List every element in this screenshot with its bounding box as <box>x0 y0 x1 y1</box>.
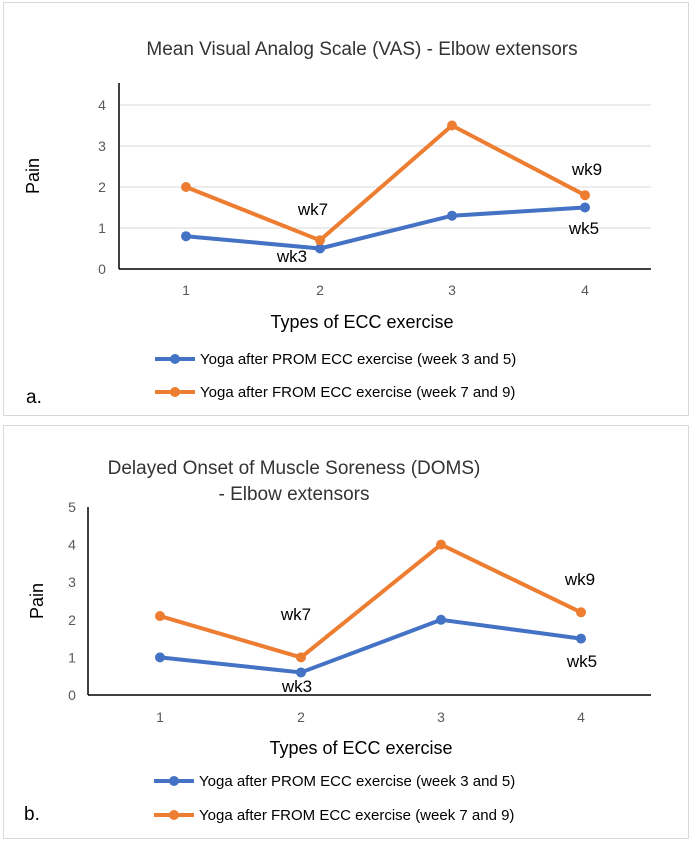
data-point <box>580 190 590 201</box>
legend-marker-prom <box>169 776 179 786</box>
annotation-wk9: wk9 <box>571 160 602 179</box>
x-tick-label: 4 <box>581 282 589 298</box>
gridlines <box>119 104 651 229</box>
legend-label-prom: Yoga after PROM ECC exercise (week 3 and… <box>200 351 516 368</box>
annotation-wk5: wk5 <box>568 219 599 238</box>
legend-label-from: Yoga after FROM ECC exercise (week 7 and… <box>199 807 514 824</box>
y-tick-label: 4 <box>68 537 76 553</box>
legend-label-from: Yoga after FROM ECC exercise (week 7 and… <box>200 384 515 401</box>
y-tick-label: 0 <box>68 687 76 703</box>
chart-panel-a: Mean Visual Analog Scale (VAS) - Elbow e… <box>3 2 689 416</box>
series-line-1 <box>159 542 582 660</box>
y-tick-labels: 0 1 2 3 4 5 <box>68 499 76 703</box>
y-axis-title: Pain <box>23 158 43 194</box>
series-line-0 <box>185 205 586 251</box>
legend: Yoga after PROM ECC exercise (week 3 and… <box>155 351 516 401</box>
annotation-wk3: wk3 <box>276 247 307 266</box>
x-tick-label: 3 <box>448 282 456 298</box>
data-point <box>447 210 457 221</box>
series-group <box>181 120 590 254</box>
annotation-wk7: wk7 <box>297 200 328 219</box>
y-tick-label: 2 <box>68 612 76 628</box>
y-axis-title: Pain <box>27 583 47 619</box>
data-point <box>296 667 306 678</box>
annotation-wk3: wk3 <box>281 677 312 696</box>
chart-title-line-2: - Elbow extensors <box>218 484 369 505</box>
data-point <box>576 633 586 644</box>
data-point <box>296 652 306 663</box>
chart-panel-b: Delayed Onset of Muscle Soreness (DOMS) … <box>3 425 689 839</box>
y-tick-label: 2 <box>98 179 106 195</box>
series-line-1 <box>185 123 586 243</box>
annotation-wk7: wk7 <box>280 605 311 624</box>
x-axis-title: Types of ECC exercise <box>269 738 452 758</box>
data-point <box>181 231 191 242</box>
legend: Yoga after PROM ECC exercise (week 3 and… <box>154 773 515 824</box>
x-tick-label: 3 <box>437 709 445 725</box>
y-tick-label: 0 <box>98 261 106 277</box>
x-tick-label: 2 <box>297 709 305 725</box>
data-point <box>155 652 165 663</box>
annotation-wk9: wk9 <box>564 570 595 589</box>
chart-title: Delayed Onset of Muscle Soreness (DOMS) <box>108 458 481 479</box>
panel-label: b. <box>24 804 40 825</box>
data-point <box>447 120 457 131</box>
legend-marker-prom <box>170 354 180 364</box>
data-point <box>436 539 446 550</box>
x-tick-label: 4 <box>577 709 585 725</box>
x-tick-label: 2 <box>316 282 324 298</box>
data-point <box>580 202 590 213</box>
x-tick-label: 1 <box>182 282 190 298</box>
legend-marker-from <box>169 810 179 820</box>
y-tick-label: 3 <box>68 574 76 590</box>
panel-label: a. <box>26 387 42 408</box>
data-point <box>155 611 165 622</box>
data-point <box>436 614 446 625</box>
legend-label-prom: Yoga after PROM ECC exercise (week 3 and… <box>199 773 515 790</box>
data-point <box>315 235 325 246</box>
y-tick-label: 1 <box>68 649 76 665</box>
annotation-wk5: wk5 <box>566 652 597 671</box>
y-tick-label: 3 <box>98 138 106 154</box>
data-point <box>576 607 586 618</box>
data-point <box>181 182 191 192</box>
x-tick-label: 1 <box>156 709 164 725</box>
series-group <box>155 539 586 678</box>
chart-title: Mean Visual Analog Scale (VAS) - Elbow e… <box>146 39 577 60</box>
x-tick-labels: 1 2 3 4 <box>156 709 585 725</box>
y-tick-label: 5 <box>68 499 76 515</box>
series-line-0 <box>159 617 582 675</box>
y-tick-labels: 0 1 2 3 4 <box>98 97 106 277</box>
data-point <box>315 243 325 254</box>
doms-chart: Delayed Onset of Muscle Soreness (DOMS) … <box>24 458 651 825</box>
legend-marker-from <box>170 387 180 397</box>
x-axis-title: Types of ECC exercise <box>270 312 453 332</box>
x-tick-labels: 1 2 3 4 <box>182 282 589 298</box>
vas-chart: Mean Visual Analog Scale (VAS) - Elbow e… <box>23 39 651 408</box>
y-tick-label: 4 <box>98 97 106 113</box>
y-tick-label: 1 <box>98 220 106 236</box>
